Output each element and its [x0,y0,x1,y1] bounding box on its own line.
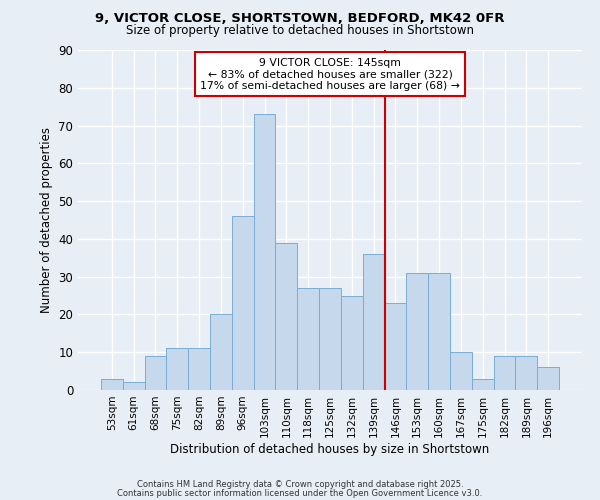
Bar [188,348,210,390]
Bar [537,368,559,390]
Text: 9, VICTOR CLOSE, SHORTSTOWN, BEDFORD, MK42 0FR: 9, VICTOR CLOSE, SHORTSTOWN, BEDFORD, MK… [95,12,505,26]
Text: Contains public sector information licensed under the Open Government Licence v3: Contains public sector information licen… [118,488,482,498]
Bar [275,242,297,390]
Bar [450,352,472,390]
Bar [406,273,428,390]
Bar [363,254,385,390]
Bar [515,356,537,390]
Bar [428,273,450,390]
Bar [210,314,232,390]
Bar [232,216,254,390]
Bar [254,114,275,390]
Text: Contains HM Land Registry data © Crown copyright and database right 2025.: Contains HM Land Registry data © Crown c… [137,480,463,489]
Bar [385,303,406,390]
Bar [494,356,515,390]
Text: Size of property relative to detached houses in Shortstown: Size of property relative to detached ho… [126,24,474,37]
Bar [472,378,494,390]
X-axis label: Distribution of detached houses by size in Shortstown: Distribution of detached houses by size … [170,442,490,456]
Text: 9 VICTOR CLOSE: 145sqm
← 83% of detached houses are smaller (322)
17% of semi-de: 9 VICTOR CLOSE: 145sqm ← 83% of detached… [200,58,460,91]
Bar [341,296,363,390]
Bar [101,378,123,390]
Bar [319,288,341,390]
Bar [166,348,188,390]
Y-axis label: Number of detached properties: Number of detached properties [40,127,53,313]
Bar [297,288,319,390]
Bar [145,356,166,390]
Bar [123,382,145,390]
